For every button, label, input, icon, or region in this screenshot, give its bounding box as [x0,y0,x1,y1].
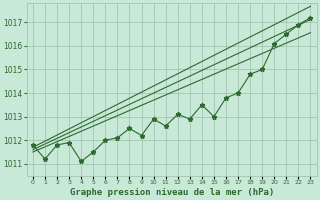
X-axis label: Graphe pression niveau de la mer (hPa): Graphe pression niveau de la mer (hPa) [69,188,274,197]
